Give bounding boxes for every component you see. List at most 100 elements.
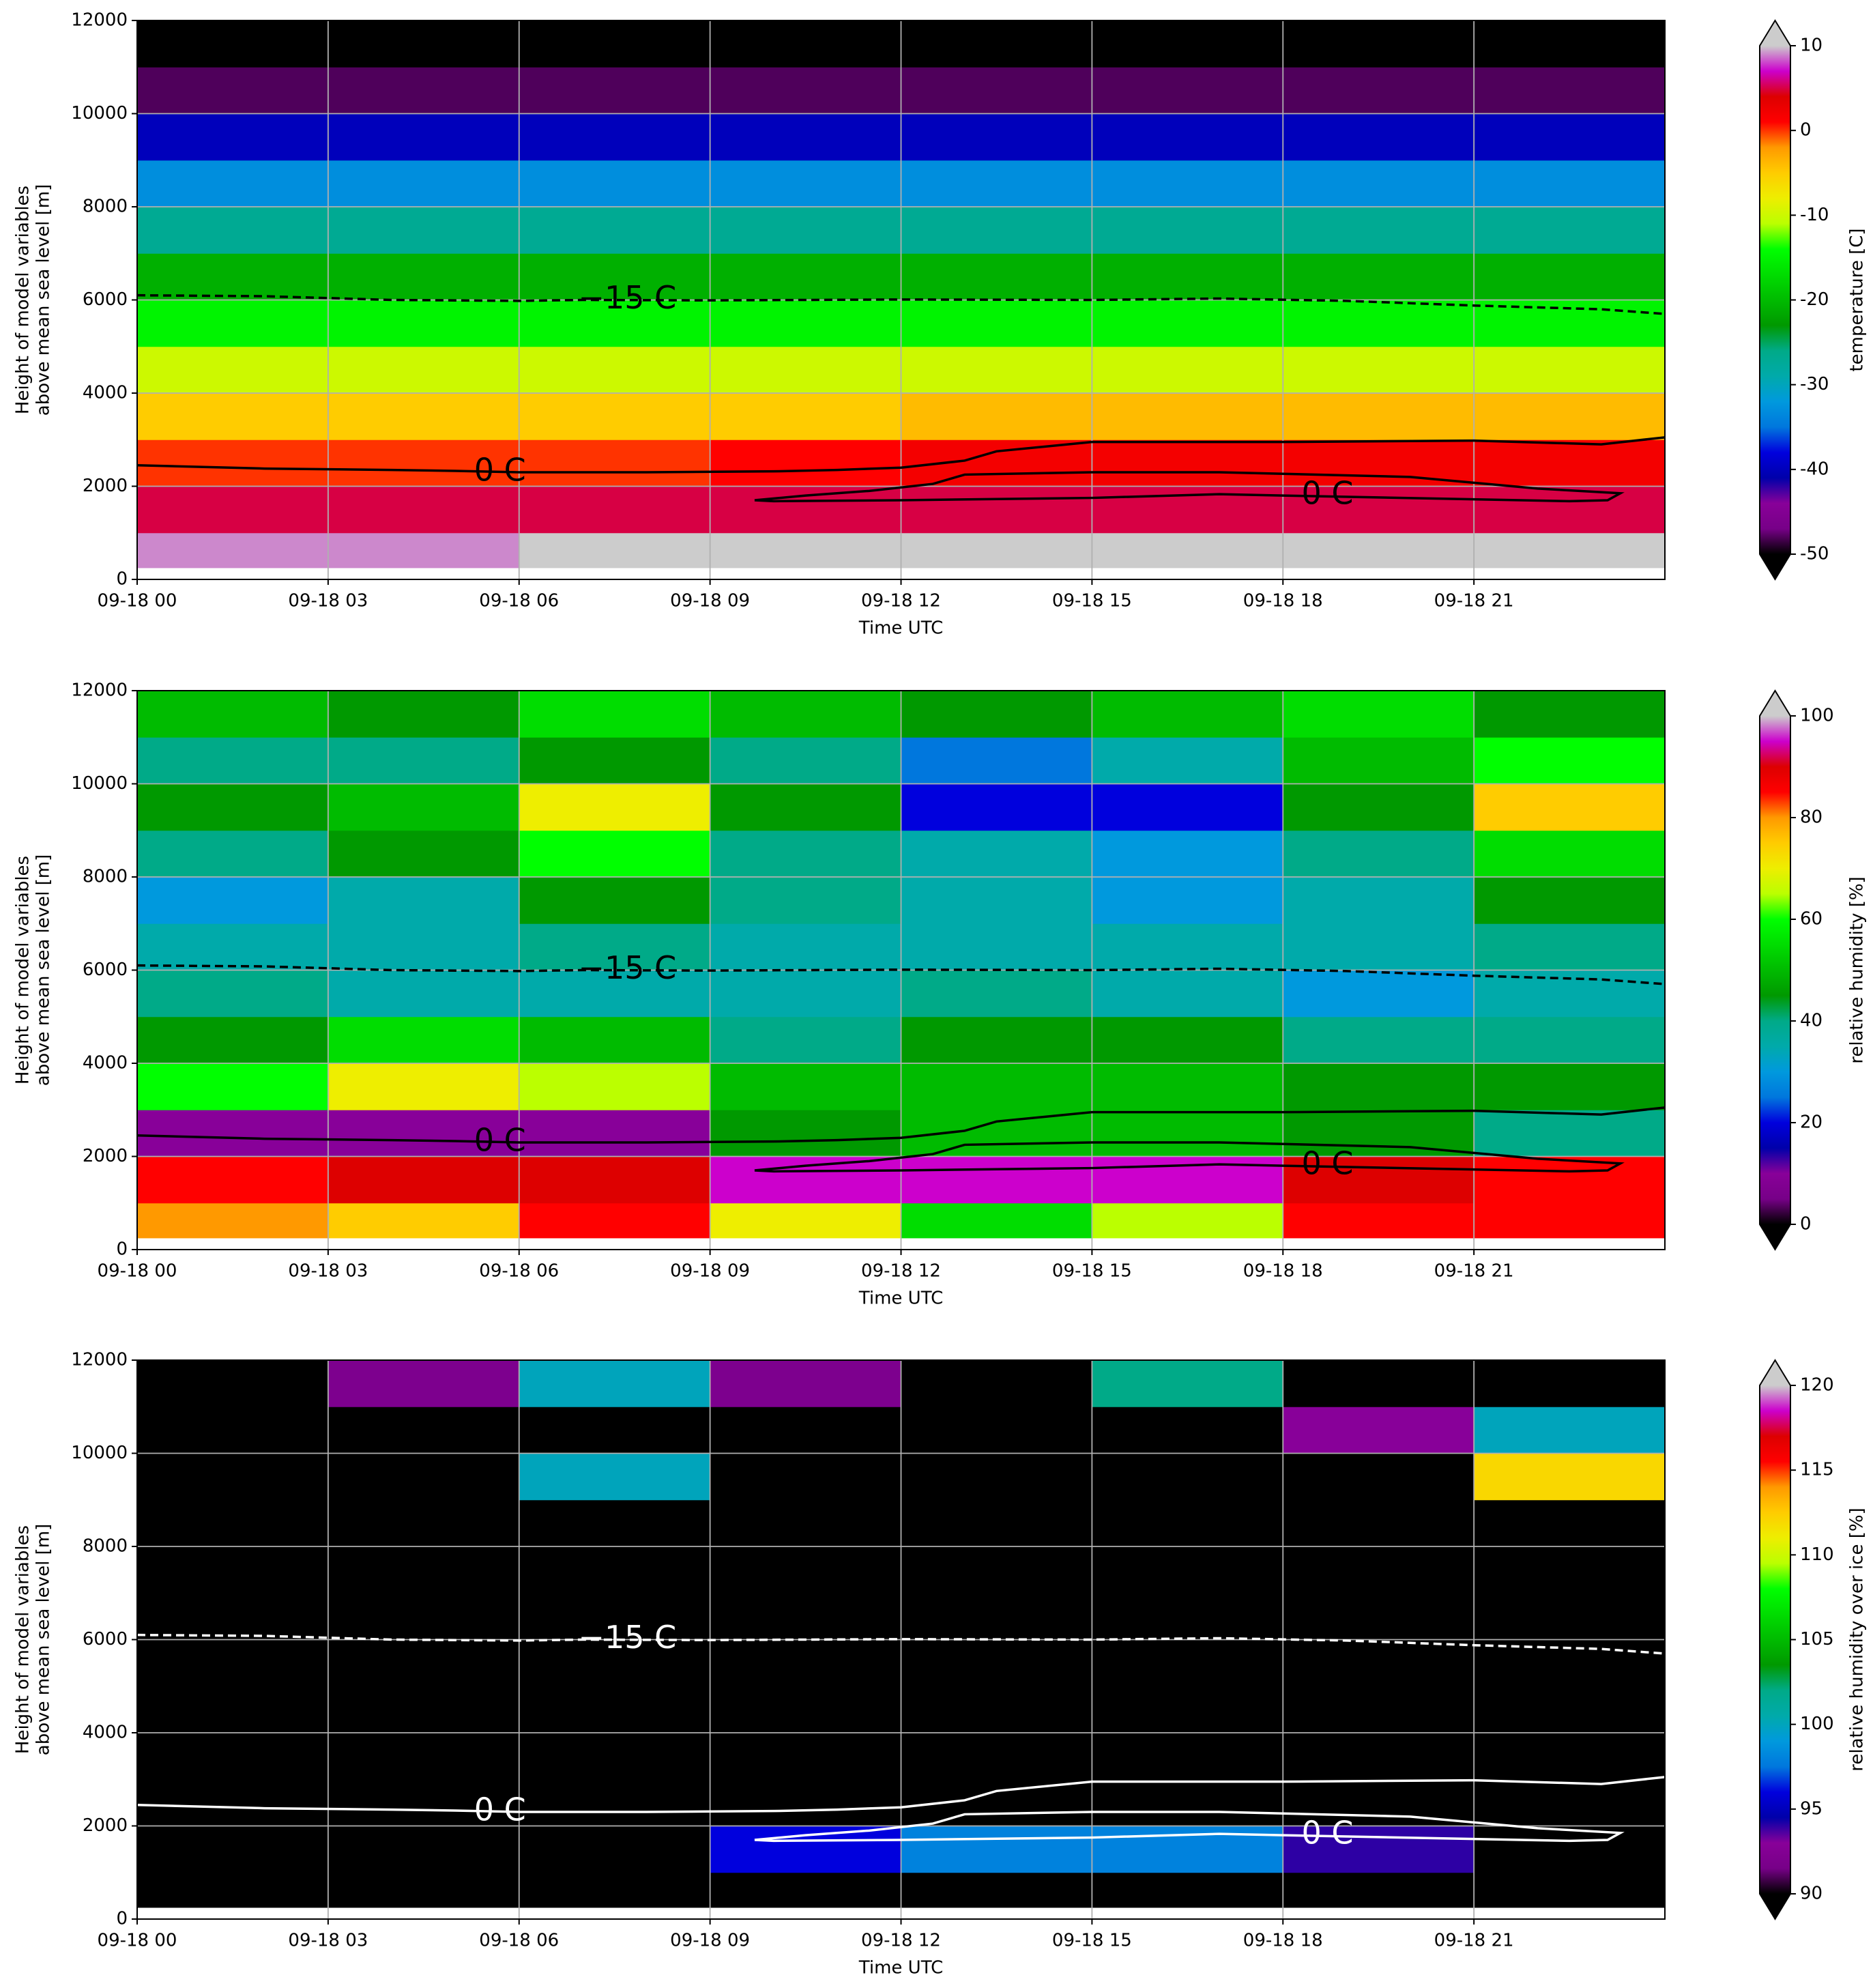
heatmap-cell xyxy=(1283,113,1475,161)
heatmap-cell xyxy=(1474,877,1666,924)
heatmap-cell xyxy=(710,207,901,254)
contour-label: 0 C xyxy=(1302,475,1354,512)
heatmap-cell xyxy=(519,1546,711,1594)
heatmap-cell xyxy=(519,67,711,114)
colorbar-under xyxy=(1760,1224,1790,1250)
heatmap-cell xyxy=(710,737,901,784)
x-tick-label: 09-18 06 xyxy=(479,1261,559,1282)
heatmap-cell xyxy=(901,1826,1092,1873)
x-axis-label: Time UTC xyxy=(858,1288,943,1309)
heatmap-cell xyxy=(519,1686,711,1733)
colorbar-tick-label: 10 xyxy=(1800,35,1823,56)
heatmap-cell xyxy=(1474,440,1666,487)
heatmap-cell xyxy=(1092,300,1283,347)
heatmap-cell xyxy=(519,1499,711,1547)
x-axis-label: Time UTC xyxy=(858,618,943,639)
heatmap-cell xyxy=(328,1499,520,1547)
heatmap-cell xyxy=(1474,1872,1666,1908)
heatmap-cell xyxy=(1474,1063,1666,1110)
heatmap-cell xyxy=(328,1360,520,1407)
heatmap-cell xyxy=(1474,486,1666,534)
heatmap-cell xyxy=(710,970,901,1018)
colorbar-tick-label: 80 xyxy=(1800,807,1823,828)
colorbar-over xyxy=(1760,1360,1790,1385)
contour-line xyxy=(754,1811,1625,1843)
x-tick-label: 09-18 09 xyxy=(670,591,750,611)
heatmap-cell xyxy=(1092,207,1283,254)
heatmap-cell xyxy=(1283,1407,1475,1454)
heatmap-cell xyxy=(1283,1156,1475,1204)
heatmap-cell xyxy=(710,1733,901,1780)
heatmap-cell xyxy=(137,113,329,161)
heatmap-cell xyxy=(901,1360,1092,1407)
colorbar-tick-label: 115 xyxy=(1800,1460,1834,1480)
heatmap-cell xyxy=(1283,1063,1475,1110)
colorbar-tick-label: 20 xyxy=(1800,1112,1823,1133)
x-tick-label: 09-18 06 xyxy=(479,1931,559,1951)
heatmap-cell xyxy=(137,532,329,568)
heatmap-cell xyxy=(1474,691,1666,738)
heatmap-cell xyxy=(1092,346,1283,394)
x-tick-label: 09-18 12 xyxy=(861,1261,941,1282)
colorbar-tick-label: -40 xyxy=(1800,459,1829,479)
heatmap-cell xyxy=(1474,67,1666,114)
contour-label: 0 C xyxy=(474,452,526,489)
heatmap-cell xyxy=(137,1499,329,1547)
heatmap-cell xyxy=(137,300,329,347)
heatmap-cell xyxy=(137,1063,329,1110)
heatmap-cell xyxy=(901,300,1092,347)
heatmap-cell xyxy=(519,877,711,924)
heatmap-cell xyxy=(519,1063,711,1110)
heatmap-cell xyxy=(1283,1639,1475,1687)
heatmap-cell xyxy=(1092,1872,1283,1908)
colorbar-under xyxy=(1760,554,1790,579)
heatmap-cell xyxy=(137,1733,329,1780)
heatmap-cell xyxy=(137,1016,329,1064)
heatmap-cell xyxy=(519,1733,711,1780)
heatmap-cell xyxy=(710,1639,901,1687)
heatmap-cell xyxy=(1092,970,1283,1018)
heatmap-cell xyxy=(1474,532,1666,568)
heatmap-cell xyxy=(328,486,520,534)
heatmap-cell xyxy=(1474,346,1666,394)
heatmap-cell xyxy=(901,20,1092,68)
colorbar-tick-label: -50 xyxy=(1800,544,1829,564)
heatmap-cell xyxy=(519,113,711,161)
heatmap-cell xyxy=(328,532,520,568)
heatmap-cell xyxy=(328,20,520,68)
x-tick-label: 09-18 12 xyxy=(861,1931,941,1951)
heatmap-cell xyxy=(1283,20,1475,68)
heatmap-cell xyxy=(519,737,711,784)
heatmap-cell xyxy=(1092,113,1283,161)
contour-line xyxy=(136,436,1666,474)
colorbar-tick-label: 40 xyxy=(1800,1011,1823,1031)
heatmap-cell xyxy=(901,1110,1092,1157)
contour-label: 0 C xyxy=(474,1791,526,1828)
y-axis-label: above mean sea level [m] xyxy=(33,854,54,1086)
contour-label: 0 C xyxy=(474,1122,526,1159)
contour-line xyxy=(754,1141,1625,1173)
heatmap-cell xyxy=(328,1453,520,1501)
heatmap-cell xyxy=(901,532,1092,568)
y-tick-label: 6000 xyxy=(83,289,128,310)
heatmap-cell xyxy=(1092,737,1283,784)
heatmap-cell xyxy=(710,830,901,878)
heatmap-cell xyxy=(710,532,901,568)
heatmap-cell xyxy=(901,253,1092,300)
heatmap-cell xyxy=(1092,1360,1283,1407)
heatmap-cell xyxy=(1092,160,1283,207)
heatmap-cell xyxy=(901,830,1092,878)
heatmap-cell xyxy=(901,346,1092,394)
heatmap-cell xyxy=(519,1156,711,1204)
heatmap-cell xyxy=(901,1499,1092,1547)
heatmap-cell xyxy=(137,783,329,831)
heatmap-cell xyxy=(1474,1156,1666,1204)
heatmap-cell xyxy=(519,440,711,487)
heatmap-cell xyxy=(1092,1156,1283,1204)
heatmap-cell xyxy=(328,1593,520,1640)
heatmap-cell xyxy=(1283,691,1475,738)
contour-line xyxy=(136,1776,1666,1813)
contour-label: 0 C xyxy=(1302,1815,1354,1852)
heatmap-cell xyxy=(1283,486,1475,534)
